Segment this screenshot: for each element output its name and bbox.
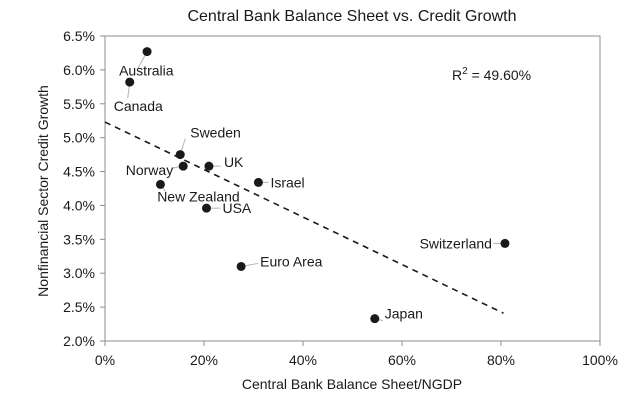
x-tick-label: 20%: [190, 352, 218, 368]
data-point: [178, 161, 188, 171]
data-point: [125, 77, 135, 87]
point-label: Australia: [119, 63, 174, 79]
y-tick-label: 2.5%: [63, 299, 95, 315]
r-squared-annotation: R2 = 49.60%: [452, 66, 531, 83]
y-tick-label: 3.0%: [63, 265, 95, 281]
y-tick-label: 6.0%: [63, 62, 95, 78]
r-squared-superscript: 2: [462, 66, 468, 77]
data-point: [201, 203, 211, 213]
point-label: New Zealand: [157, 188, 240, 204]
point-label: USA: [222, 200, 251, 216]
point-label: Norway: [126, 162, 173, 178]
point-label: Sweden: [190, 125, 241, 141]
point-label: Euro Area: [260, 253, 322, 269]
data-point: [370, 314, 380, 324]
y-axis-label: Nonfinancial Sector Credit Growth: [35, 85, 51, 297]
y-tick-label: 5.0%: [63, 130, 95, 146]
point-label: Canada: [114, 98, 163, 114]
data-point: [155, 179, 165, 189]
trendline: [104, 121, 504, 314]
x-tick-label: 40%: [289, 352, 317, 368]
chart-title: Central Bank Balance Sheet vs. Credit Gr…: [187, 8, 516, 25]
x-axis-label: Central Bank Balance Sheet/NGDP: [242, 376, 462, 392]
y-tick-label: 4.0%: [63, 197, 95, 213]
data-point: [175, 150, 185, 160]
point-label: UK: [224, 154, 244, 170]
y-tick-label: 6.5%: [63, 28, 95, 44]
y-tick-label: 5.5%: [63, 96, 95, 112]
data-point: [253, 177, 263, 187]
y-tick-label: 3.5%: [63, 231, 95, 247]
r-squared-prefix: R: [452, 67, 462, 83]
y-tick-label: 4.5%: [63, 164, 95, 180]
data-point: [142, 47, 152, 57]
y-tick-label: 2.0%: [63, 333, 95, 349]
y-axis-ticks: 2.0% 2.5% 3.0% 3.5% 4.0% 4.5% 5.0% 5.5% 6.0% 6.5%: [63, 28, 105, 349]
point-label: Japan: [385, 306, 423, 322]
data-points: [125, 47, 510, 324]
label-leader-lines: [127, 51, 505, 322]
data-point: [500, 238, 510, 248]
x-tick-label: 100%: [582, 352, 618, 368]
plot-area-frame: [104, 35, 601, 342]
x-tick-label: 60%: [388, 352, 416, 368]
x-tick-label: 80%: [487, 352, 515, 368]
x-axis-ticks: 0% 20% 40% 60% 80% 100%: [95, 341, 618, 368]
point-label: Israel: [270, 174, 304, 190]
data-point: [236, 261, 246, 271]
point-label: Switzerland: [420, 235, 492, 251]
x-tick-label: 0%: [95, 352, 115, 368]
r-squared-value: = 49.60%: [468, 67, 531, 83]
data-point: [204, 161, 214, 171]
point-labels: Australia Canada Sweden Norway UK Israel New Z…: [114, 63, 492, 322]
